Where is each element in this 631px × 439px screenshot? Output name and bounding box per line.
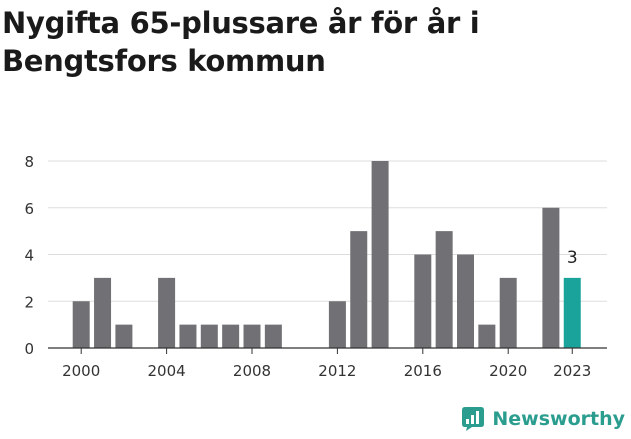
chart-title: Nygifta 65-plussare år för år i Bengtsfo… <box>2 6 480 78</box>
newsworthy-logo-icon <box>462 407 485 431</box>
bar <box>94 277 112 348</box>
bar <box>478 324 496 348</box>
bar <box>158 277 176 348</box>
x-tick-label: 2004 <box>148 362 186 380</box>
bar <box>328 301 346 348</box>
bar <box>243 324 261 348</box>
y-tick-label: 4 <box>24 247 34 265</box>
bar <box>264 324 282 348</box>
bar <box>72 301 90 348</box>
x-tick-label: 2023 <box>553 362 591 380</box>
data-label: 3 <box>567 248 578 268</box>
bar <box>115 324 133 348</box>
bars <box>72 161 581 348</box>
y-tick-label: 6 <box>24 200 34 218</box>
bar <box>371 161 389 348</box>
y-tick-label: 0 <box>24 340 34 358</box>
y-tick-label: 8 <box>24 153 34 171</box>
bar <box>179 324 197 348</box>
bar <box>499 277 517 348</box>
bar <box>435 231 453 348</box>
x-tick-label: 2008 <box>233 362 271 380</box>
y-tick-label: 2 <box>24 293 34 311</box>
bar <box>414 254 432 348</box>
x-tick-label: 2020 <box>489 362 527 380</box>
x-tick-label: 2012 <box>318 362 356 380</box>
bar <box>200 324 218 348</box>
bar <box>542 207 560 348</box>
labels: 0 2 4 6 8 3 2000 2004 2008 2012 2016 2020 2023 <box>24 153 591 380</box>
axes <box>48 347 607 354</box>
x-tick-label: 2016 <box>404 362 442 380</box>
bar <box>350 231 368 348</box>
brand-name: Newsworthy <box>492 408 625 430</box>
bar <box>457 254 474 348</box>
gridlines <box>48 160 607 302</box>
bar <box>222 324 240 348</box>
x-tick-label: 2000 <box>62 362 100 380</box>
brand: Newsworthy <box>460 406 625 432</box>
bar-highlight <box>563 277 581 348</box>
